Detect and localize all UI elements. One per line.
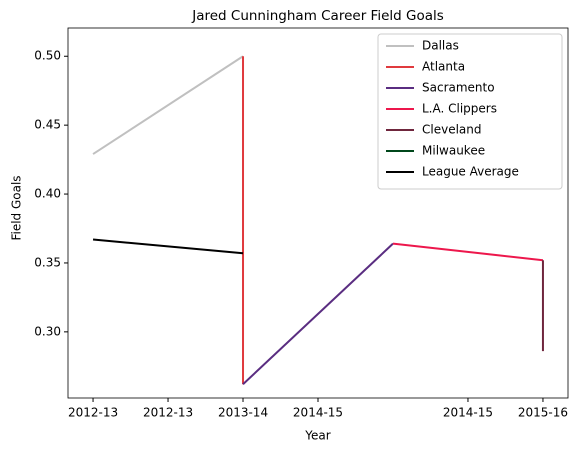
y-tick-label: 0.45 xyxy=(34,118,61,132)
series-line xyxy=(92,238,244,255)
legend-label: Milwaukee xyxy=(422,144,485,158)
chart-title: Jared Cunningham Career Field Goals xyxy=(191,8,444,24)
y-tick-label: 0.35 xyxy=(34,255,61,269)
y-tick-label: 0.40 xyxy=(34,187,61,201)
series-line xyxy=(392,242,544,262)
y-tick-label: 0.30 xyxy=(34,324,61,338)
x-tick-label: 2014-15 xyxy=(443,406,493,420)
y-axis-label: Field Goals xyxy=(10,175,24,240)
x-tick-label: 2012-13 xyxy=(143,406,193,420)
legend-label: L.A. Clippers xyxy=(422,102,497,116)
x-axis-label: Year xyxy=(304,429,330,443)
legend-label: Atlanta xyxy=(422,60,465,74)
legend-label: Sacramento xyxy=(422,81,495,95)
series-line xyxy=(242,242,394,385)
legend: Dallas Atlanta Sacramento L.A. Clippers Clev… xyxy=(377,33,563,190)
x-tick-label: 2013-14 xyxy=(218,406,268,420)
legend-label: Dallas xyxy=(422,39,459,53)
legend-label: League Average xyxy=(422,165,519,179)
plot-frame xyxy=(67,27,569,399)
legend-label: Cleveland xyxy=(422,123,482,137)
series-line xyxy=(92,55,244,155)
y-tick-label: 0.50 xyxy=(34,49,61,63)
x-tick-label: 2014-15 xyxy=(293,406,343,420)
x-tick-label: 2012-13 xyxy=(68,406,118,420)
legend-box xyxy=(377,33,563,190)
x-tick-label: 2015-16 xyxy=(518,406,568,420)
